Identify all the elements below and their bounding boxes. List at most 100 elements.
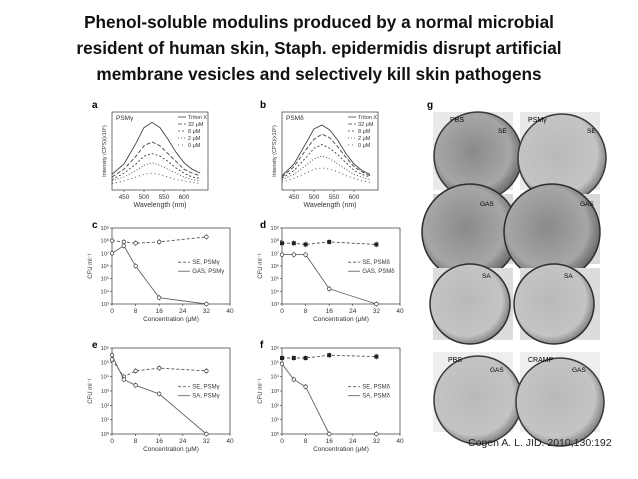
data-point-f-1-2 xyxy=(303,384,308,389)
x-tick-label-b-1: 500 xyxy=(309,194,320,201)
series-line-a-4 xyxy=(111,172,201,184)
data-point-e-1-4 xyxy=(204,431,209,437)
panel-letter-c: c xyxy=(92,220,98,231)
y-tick-label-e-3: 10³ xyxy=(101,389,109,395)
x-tick-label-c-3: 24 xyxy=(179,308,187,315)
legend-label-c-1: GAS, PSMγ xyxy=(192,269,224,275)
y-tick-label-d-4: 10⁷ xyxy=(271,250,279,257)
x-tick-label-d-1: 8 xyxy=(304,308,308,315)
y-tick-label-d-3: 10⁶ xyxy=(271,263,279,270)
data-point-f-1-4 xyxy=(374,431,379,437)
micrograph-r2-right-tag: GAS xyxy=(580,201,594,208)
micrograph-r4-right-label: CRAMP xyxy=(528,357,554,364)
y-tick-label-f-4: 10⁴ xyxy=(271,374,280,381)
legend-label-b-2: 8 μM xyxy=(358,129,371,135)
x-tick-label-e-1: 8 xyxy=(134,438,138,445)
y-tick-label-e-0: 10⁰ xyxy=(101,431,110,438)
y-tick-label-f-1: 10¹ xyxy=(271,418,279,424)
data-point-c-0-4 xyxy=(204,234,209,240)
legend-label-a-4: 0 μM xyxy=(188,143,201,149)
data-point-d-0-2 xyxy=(303,242,308,247)
x-tick-label-b-2: 550 xyxy=(329,194,340,201)
slide-title-line-1: Phenol-soluble modulins produced by a no… xyxy=(84,12,554,32)
y-tick-label-e-2: 10² xyxy=(101,403,109,409)
data-point-c-0-3 xyxy=(157,239,162,245)
x-tick-label-a-2: 550 xyxy=(159,194,170,201)
panel-letter-f: f xyxy=(260,340,264,351)
inset-title-a: PSMγ xyxy=(116,115,134,122)
x-tick-label-e-2: 16 xyxy=(156,438,164,445)
panel-letter-b: b xyxy=(260,100,266,111)
plot-frame-e xyxy=(111,347,231,435)
micrograph-grid: PBS SE PSMγ SE GAS GAS xyxy=(421,111,607,447)
x-axis-label-e: Concentration (μM) xyxy=(143,446,199,453)
y-tick-label-d-2: 10⁵ xyxy=(271,276,279,283)
x-tick-label-f-3: 24 xyxy=(349,438,357,445)
x-tick-label-a-0: 450 xyxy=(119,194,130,201)
series-line-a-3 xyxy=(111,162,201,182)
legend-label-d-0: SE, PSMδ xyxy=(362,260,390,266)
data-point-e-1-1 xyxy=(121,377,126,382)
data-point-c-1-1 xyxy=(121,243,126,248)
plot-frame-a xyxy=(111,111,209,191)
x-tick-label-d-2: 16 xyxy=(326,308,334,315)
data-point-f-0-4 xyxy=(374,354,379,359)
data-point-d-0-0 xyxy=(280,241,284,246)
x-tick-label-d-4: 32 xyxy=(373,308,381,315)
y-tick-label-f-2: 10² xyxy=(271,403,279,409)
x-axis-label-f: Concentration (μM) xyxy=(313,446,369,453)
x-tick-label-e-5: 40 xyxy=(226,438,234,445)
plot-frame-b xyxy=(281,111,379,191)
data-point-d-0-1 xyxy=(291,241,296,246)
series-line-a-1 xyxy=(111,141,201,178)
y-axis-label-e: CFU ml⁻¹ xyxy=(88,378,94,404)
data-point-c-1-3 xyxy=(157,295,162,300)
series-line-b-4 xyxy=(281,167,371,183)
y-axis-label-f: CFU ml⁻¹ xyxy=(258,378,264,404)
y-tick-label-e-4: 10⁴ xyxy=(101,374,110,381)
legend-label-f-0: SE, PSMδ xyxy=(362,385,390,391)
y-tick-label-c-5: 10⁸ xyxy=(101,238,109,245)
micrograph-r3-right: SA xyxy=(513,263,600,345)
data-point-e-1-3 xyxy=(157,391,162,397)
series-line-f-0 xyxy=(282,354,377,359)
series-line-a-2 xyxy=(111,153,201,180)
y-axis-label-d: CFU ml⁻¹ xyxy=(258,253,264,279)
data-point-d-1-2 xyxy=(303,252,308,257)
x-tick-label-c-0: 0 xyxy=(110,308,114,315)
y-tick-label-d-1: 10⁴ xyxy=(271,288,280,295)
y-axis-label-c: CFU ml⁻¹ xyxy=(88,253,94,279)
y-tick-label-e-6: 10⁶ xyxy=(101,345,109,352)
legend-label-b-4: 0 μM xyxy=(358,143,371,149)
inset-title-b: PSMδ xyxy=(286,115,304,122)
y-tick-label-e-1: 10¹ xyxy=(101,418,109,424)
micrograph-r3-left-tag: SA xyxy=(482,273,491,280)
y-tick-label-c-0: 10³ xyxy=(101,302,109,308)
x-tick-label-c-1: 8 xyxy=(134,308,138,315)
data-point-e-0-4 xyxy=(204,368,209,374)
x-axis-label-a: Wavelength (nm) xyxy=(133,202,186,209)
data-point-f-1-3 xyxy=(327,431,332,437)
data-point-d-1-0 xyxy=(279,252,285,257)
y-tick-label-f-6: 10⁶ xyxy=(271,345,279,352)
series-line-b-0 xyxy=(281,124,371,177)
series-line-c-0 xyxy=(111,236,207,244)
panel-letter-g: g xyxy=(427,100,433,111)
data-point-d-0-3 xyxy=(327,239,332,244)
citation: Cogen A. L. JID. 2010;130:192 xyxy=(468,437,612,449)
y-tick-label-c-4: 10⁷ xyxy=(101,250,109,257)
panel-letter-d: d xyxy=(260,220,266,231)
series-line-d-0 xyxy=(282,241,377,245)
x-axis-label-c: Concentration (μM) xyxy=(143,316,199,323)
micrograph-r4-left-tag: GAS xyxy=(490,367,504,374)
micrograph-r4-left-label: PBS xyxy=(448,357,462,364)
slide-title-line-2: resident of human skin, Staph. epidermid… xyxy=(76,38,562,58)
data-point-c-1-2 xyxy=(133,263,138,269)
data-point-d-1-1 xyxy=(291,252,296,257)
y-tick-label-c-6: 10⁹ xyxy=(101,225,109,232)
micrograph-r1-right: PSMγ SE xyxy=(517,112,607,203)
y-tick-label-e-5: 10⁵ xyxy=(101,359,109,366)
y-tick-label-d-0: 10³ xyxy=(271,302,279,308)
